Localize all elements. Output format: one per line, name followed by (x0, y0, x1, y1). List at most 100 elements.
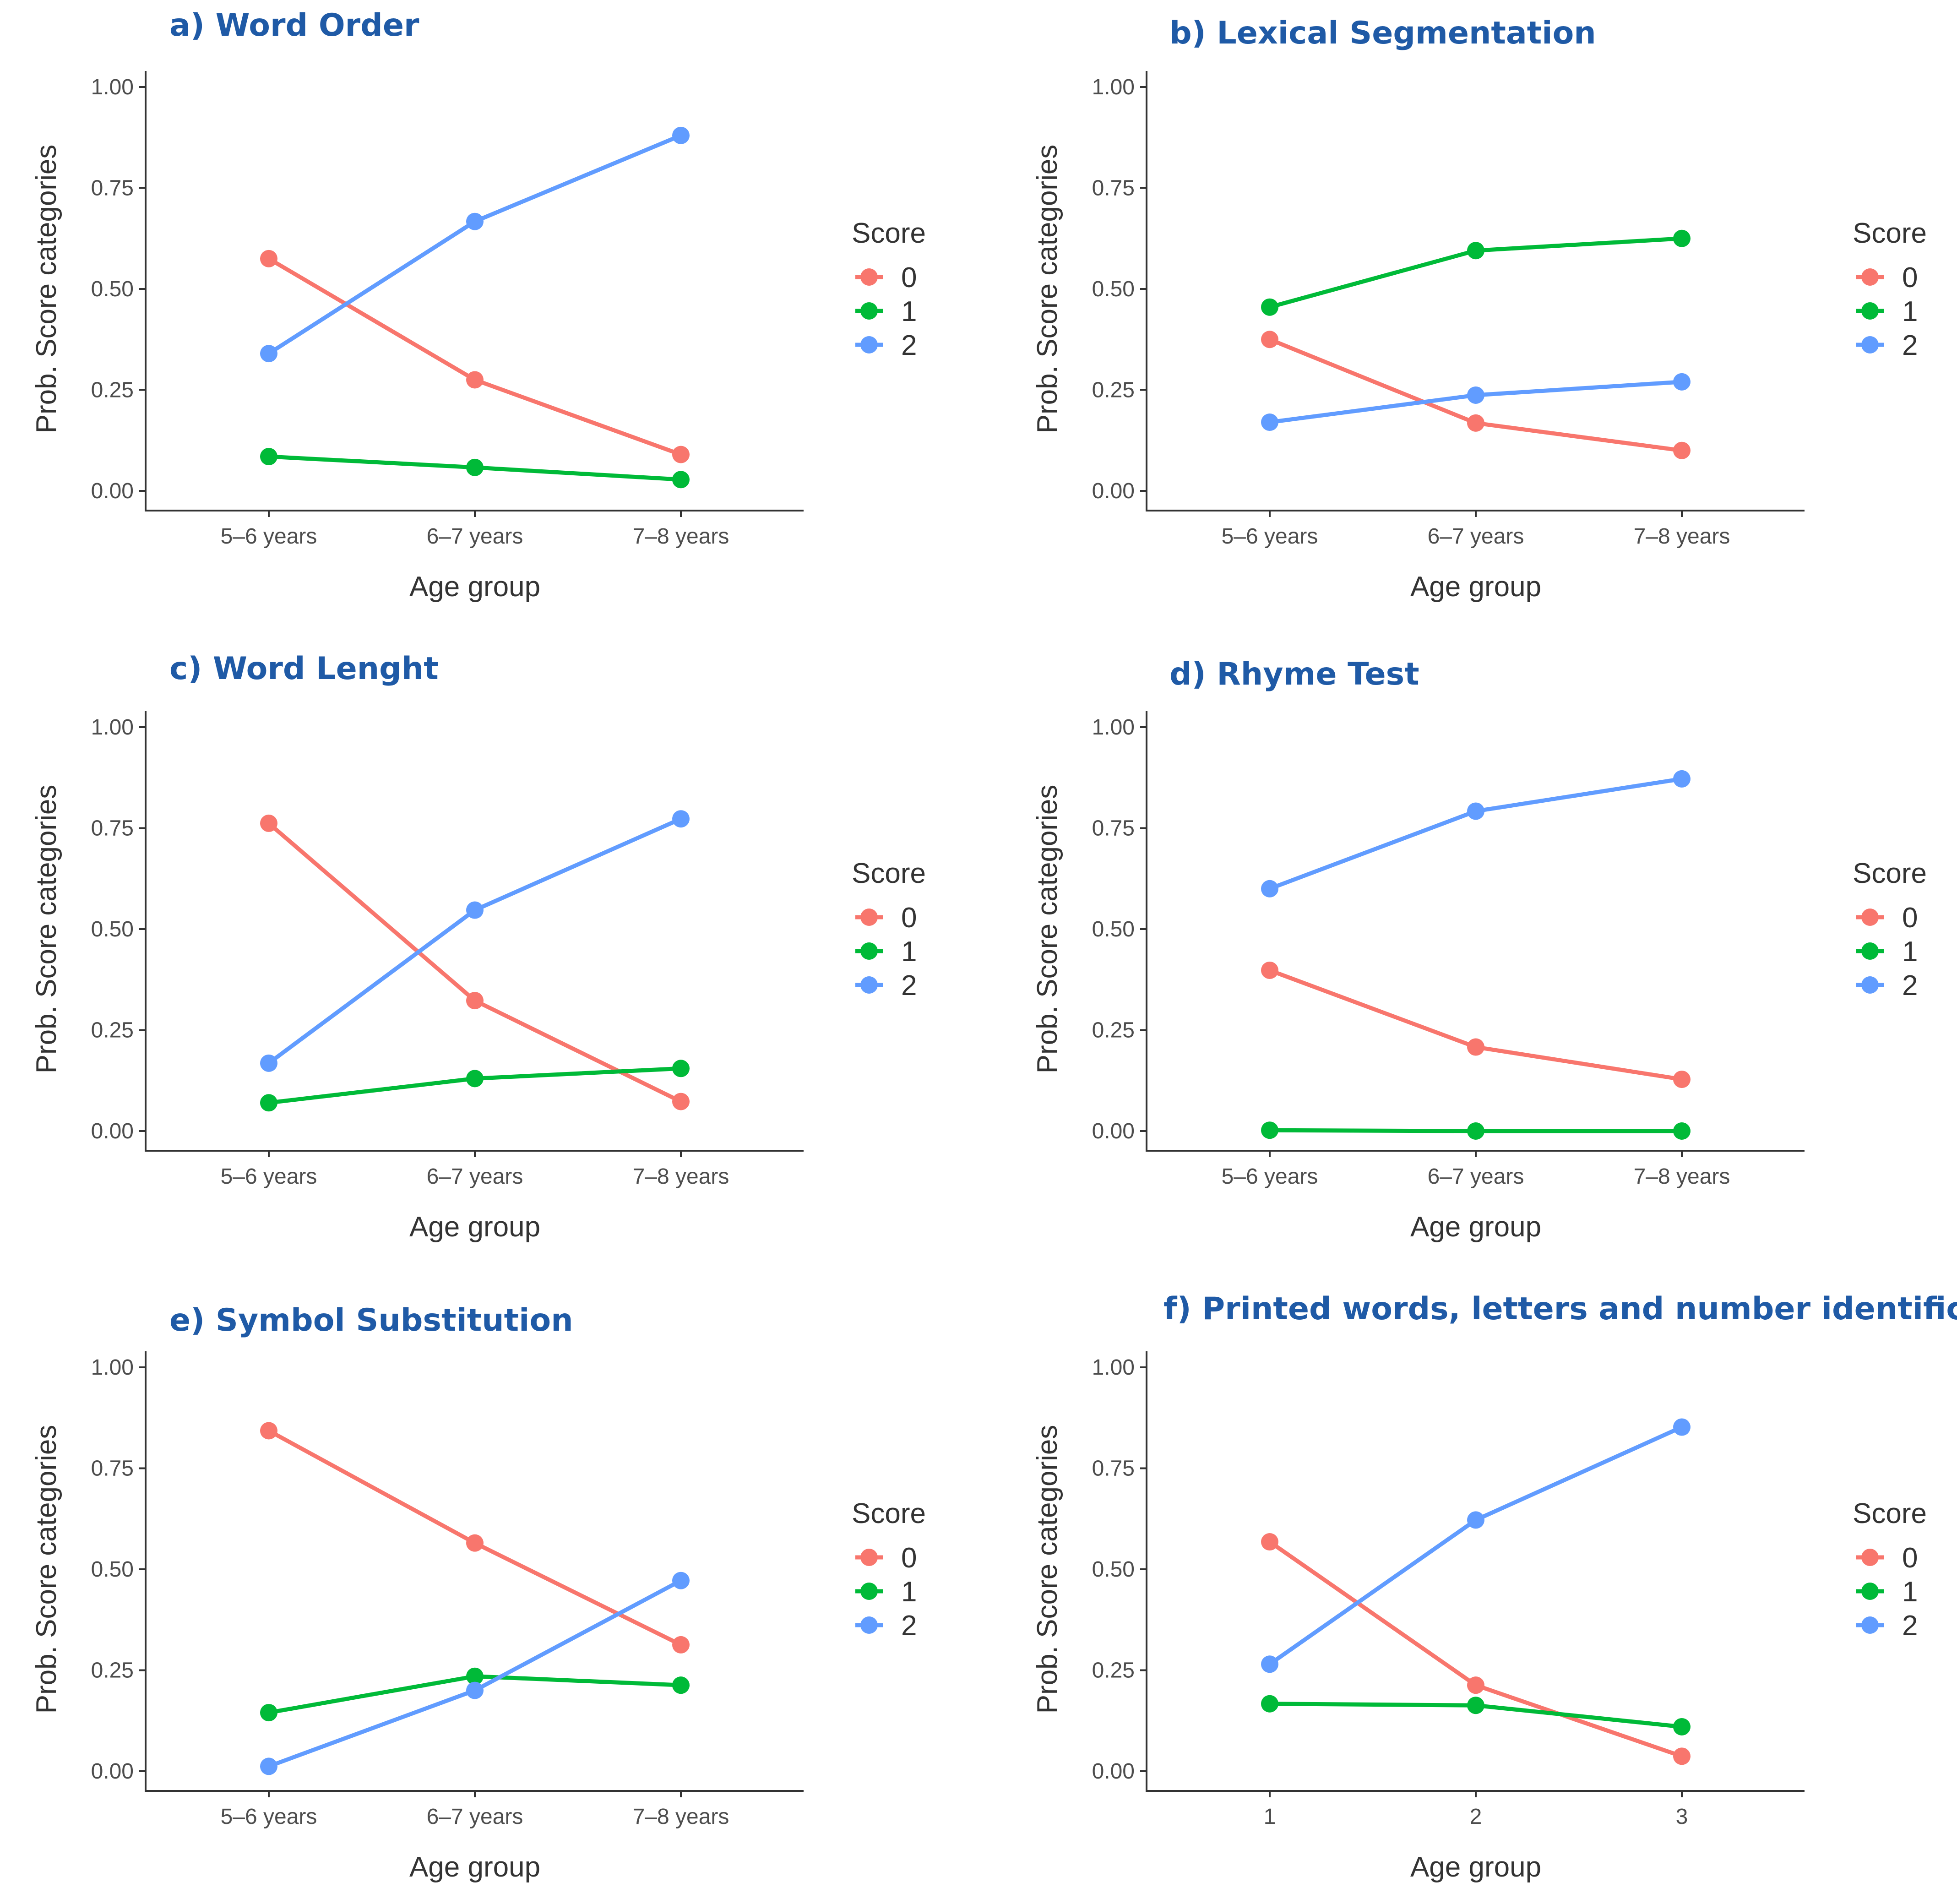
legend-key-point (1861, 942, 1879, 960)
panel-d: d) Rhyme Test 0.00 0.25 0.50 0.75 1.00 5–6 yea… (1032, 656, 1927, 1243)
legend-title: Score (852, 858, 926, 889)
legend: Score 012 (852, 858, 926, 1001)
data-point-score-2 (672, 1572, 690, 1589)
data-point-score-2 (1467, 802, 1484, 820)
legend-title: Score (852, 1498, 926, 1529)
panel-title: c) Word Lenght (169, 651, 439, 687)
y-axis-title: Prob. Score categories (31, 145, 62, 434)
data-point-score-1 (260, 448, 277, 466)
panel-title: d) Rhyme Test (1169, 656, 1419, 692)
data-point-score-1 (1673, 1718, 1691, 1735)
y-tick-label: 1.00 (1092, 75, 1135, 99)
data-point-score-1 (260, 1094, 277, 1112)
x-tick-label: 5–6 years (221, 1164, 317, 1189)
axis-lines (1146, 711, 1805, 1152)
x-axis-title: Age group (409, 1851, 540, 1883)
legend: Score 012 (1853, 858, 1927, 1001)
legend: Score 012 (1853, 218, 1927, 361)
y-axis-title: Prob. Score categories (31, 1425, 62, 1714)
series-line-score-0 (266, 821, 683, 1104)
y-tick-label: 0.50 (1092, 917, 1135, 941)
legend-key-point (860, 302, 878, 320)
legend-key-point (860, 1583, 878, 1600)
x-tick-label: 1 (1264, 1805, 1276, 1829)
data-point-score-1 (466, 1667, 484, 1685)
y-tick-label: 1.00 (1092, 1355, 1135, 1380)
legend-title: Score (1853, 218, 1927, 249)
y-tick-label: 0.50 (1092, 1557, 1135, 1582)
data-point-score-0 (1261, 961, 1278, 979)
data-point-score-0 (466, 1534, 484, 1552)
y-tick-label: 0.75 (1092, 176, 1135, 201)
y-tick-label: 0.00 (91, 479, 134, 503)
legend-label: 0 (901, 262, 917, 294)
legend-label: 1 (1902, 936, 1918, 968)
data-point-score-2 (260, 1757, 277, 1775)
y-axis-title: Prob. Score categories (31, 785, 62, 1074)
legend-key-point (860, 268, 878, 286)
x-tick-label: 6–7 years (1428, 1164, 1524, 1189)
legend-key-point (860, 942, 878, 960)
series-line-score-0 (1267, 968, 1684, 1082)
data-point-score-2 (1261, 413, 1278, 431)
y-axis-title: Prob. Score categories (1032, 785, 1063, 1074)
series-line-score-2 (266, 133, 683, 356)
legend-key-point (1861, 1549, 1879, 1566)
legend-label: 2 (1902, 970, 1918, 1001)
legend-label: 1 (1902, 1576, 1918, 1608)
y-tick-label: 1.00 (91, 75, 134, 99)
legend-label: 0 (1902, 262, 1918, 294)
y-tick-label: 0.75 (1092, 1457, 1135, 1481)
legend-key-point (1861, 1583, 1879, 1600)
data-point-score-0 (1673, 1747, 1691, 1765)
data-point-score-0 (672, 1636, 690, 1654)
x-tick-label: 5–6 years (1222, 1164, 1318, 1189)
data-point-score-0 (1261, 331, 1278, 348)
data-point-score-1 (1261, 1695, 1278, 1713)
panel-f: f) Printed words, letters and number ide… (1032, 1291, 1957, 1883)
series-line-score-0 (266, 256, 683, 457)
data-point-score-1 (466, 1070, 484, 1088)
legend-title: Score (1853, 1498, 1927, 1529)
data-point-score-2 (466, 1681, 484, 1699)
x-tick-label: 7–8 years (1634, 1164, 1730, 1189)
data-point-score-1 (466, 458, 484, 476)
legend-label: 2 (1902, 330, 1918, 361)
data-point-score-0 (1467, 1038, 1484, 1056)
data-point-score-1 (672, 1060, 690, 1077)
x-tick-label: 5–6 years (1222, 524, 1318, 549)
y-tick-label: 0.00 (1092, 479, 1135, 503)
y-tick-label: 0.25 (1092, 1659, 1135, 1683)
x-tick-label: 7–8 years (633, 1805, 729, 1829)
x-tick-label: 5–6 years (221, 1805, 317, 1829)
axis-lines (145, 71, 804, 511)
y-tick-label: 0.75 (91, 816, 134, 841)
legend-key-point (1861, 302, 1879, 320)
y-tick-label: 0.25 (91, 1018, 134, 1043)
legend-label: 1 (901, 936, 917, 968)
legend-label: 0 (1902, 902, 1918, 934)
y-tick-label: 0.00 (91, 1119, 134, 1143)
x-axis-title: Age group (409, 571, 540, 603)
data-point-score-2 (1467, 1511, 1484, 1529)
data-point-score-2 (466, 901, 484, 919)
x-tick-label: 7–8 years (1634, 524, 1730, 549)
data-point-score-1 (672, 1676, 690, 1694)
data-point-score-0 (1673, 1071, 1691, 1088)
data-point-score-2 (1261, 880, 1278, 898)
series-line-score-0 (1267, 1540, 1684, 1758)
x-tick-label: 6–7 years (427, 524, 523, 549)
panel-title: a) Word Order (169, 7, 419, 44)
data-point-score-0 (1467, 414, 1484, 432)
data-point-score-2 (672, 810, 690, 828)
data-point-score-0 (260, 250, 277, 267)
y-tick-label: 0.50 (91, 277, 134, 301)
data-point-score-1 (1673, 229, 1691, 247)
x-axis-title: Age group (1410, 571, 1541, 603)
x-axis-title: Age group (1410, 1211, 1541, 1243)
x-tick-label: 6–7 years (1428, 524, 1524, 549)
legend-label: 0 (1902, 1542, 1918, 1574)
legend-label: 2 (1902, 1610, 1918, 1642)
data-point-score-0 (466, 992, 484, 1010)
